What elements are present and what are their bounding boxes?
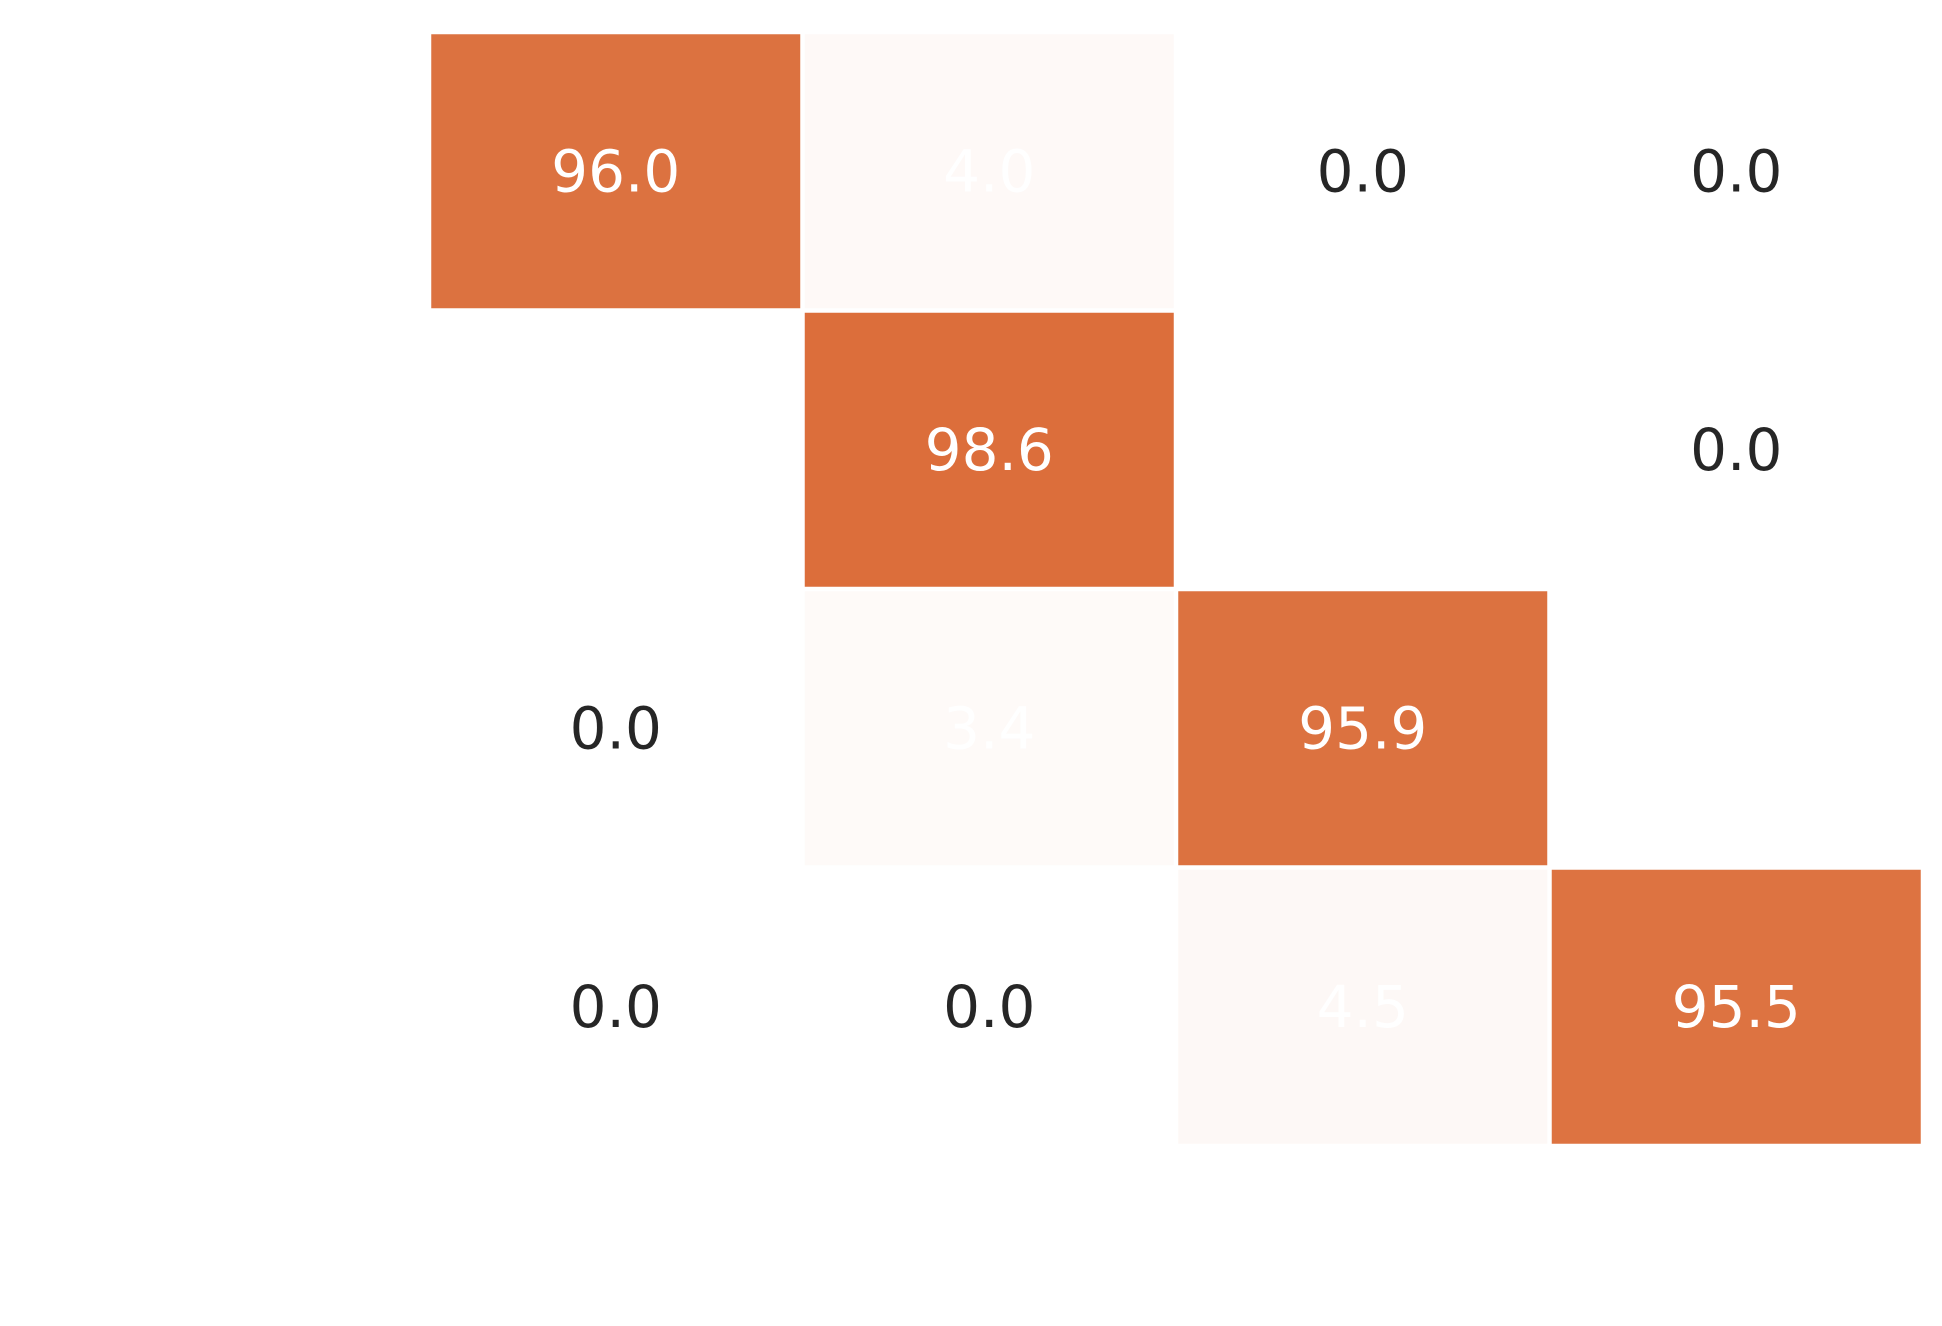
heatmap-cell-r2-c1: [804, 591, 1174, 866]
heatmap-value-label-r3-c2: 4.5: [1317, 973, 1409, 1041]
heatmap-cell-r2-c2: [1178, 591, 1548, 866]
heatmap-cell-r1-c3: [1551, 312, 1921, 587]
heatmap-value-label-r3-c0: 0.0: [570, 973, 662, 1041]
heatmap-value-label-r2-c1: 3.4: [943, 694, 1035, 762]
heatmap-cells: [431, 34, 1921, 1144]
heatmap-value-label-r3-c1: 0.0: [943, 973, 1035, 1041]
heatmap-cell-r0-c1: [804, 34, 1174, 309]
heatmap-cell-r3-c1: [804, 869, 1174, 1144]
heatmap-cell-r0-c0: [431, 34, 801, 309]
heatmap-value-label-r3-c3: 95.5: [1672, 973, 1801, 1041]
heatmap-cell-r3-c2: [1178, 869, 1548, 1144]
heatmap-cell-r0-c3: [1551, 34, 1921, 309]
heatmap-cell-r0-c2: [1178, 34, 1548, 309]
heatmap-value-label-r1-c1: 98.6: [925, 416, 1054, 484]
heatmap-cell-r3-c3: [1551, 869, 1921, 1144]
heatmap-cell-r3-c0: [431, 869, 801, 1144]
heatmap-value-label-r0-c2: 0.0: [1317, 137, 1409, 205]
heatmap-cell-r1-c2: [1178, 312, 1548, 587]
heatmap-cell-r2-c0: [431, 591, 801, 866]
heatmap-value-label-r0-c0: 96.0: [551, 137, 680, 205]
heatmap-value-label-r2-c0: 0.0: [570, 694, 662, 762]
heatmap-cell-r1-c0: [431, 312, 801, 587]
heatmap-value-label-r0-c3: 0.0: [1690, 137, 1782, 205]
heatmap-value-labels: 96.0 4.0 0.0 0.0 98.6 0.0 0.0 3.4 95.9 0.0 0.0 4.5 9…: [551, 137, 1801, 1041]
heatmap-cell-r2-c3: [1551, 591, 1921, 866]
heatmap-cell-r1-c1: [804, 312, 1174, 587]
heatmap-value-label-r1-c3: 0.0: [1690, 416, 1782, 484]
heatmap-value-label-r2-c2: 95.9: [1298, 694, 1427, 762]
heatmap-value-label-r0-c1: 4.0: [943, 137, 1035, 205]
